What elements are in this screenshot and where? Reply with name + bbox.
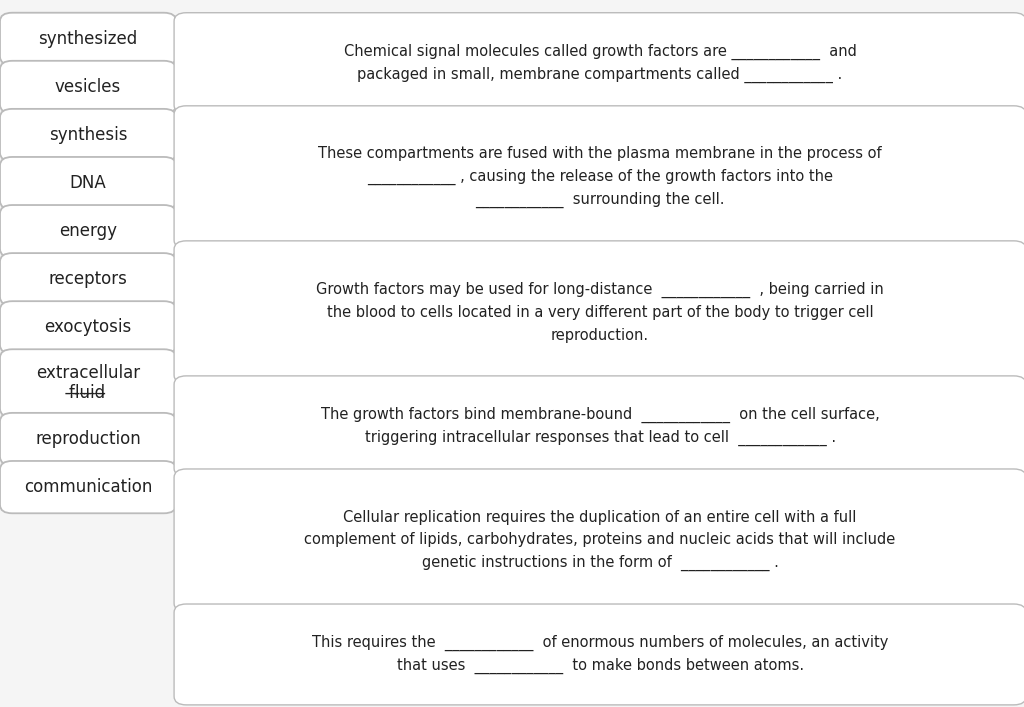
Text: These compartments are fused with the plasma membrane in the process of
________: These compartments are fused with the pl…: [318, 146, 882, 208]
FancyBboxPatch shape: [0, 109, 176, 161]
Text: extracellular: extracellular: [36, 364, 140, 382]
FancyBboxPatch shape: [0, 349, 176, 417]
Text: exocytosis: exocytosis: [44, 318, 132, 337]
Text: receptors: receptors: [48, 270, 128, 288]
Text: synthesized: synthesized: [39, 30, 137, 48]
FancyBboxPatch shape: [174, 13, 1024, 114]
FancyBboxPatch shape: [0, 253, 176, 305]
FancyBboxPatch shape: [0, 205, 176, 257]
Text: vesicles: vesicles: [55, 78, 121, 96]
Text: energy: energy: [59, 222, 117, 240]
FancyBboxPatch shape: [0, 157, 176, 209]
FancyBboxPatch shape: [174, 604, 1024, 705]
Text: communication: communication: [24, 478, 153, 496]
Text: This requires the  ____________  of enormous numbers of molecules, an activity
t: This requires the ____________ of enormo…: [312, 635, 888, 674]
Text: reproduction: reproduction: [35, 430, 141, 448]
FancyBboxPatch shape: [0, 13, 176, 65]
FancyBboxPatch shape: [0, 413, 176, 465]
Text: f̶l̶u̶i̶d̶: f̶l̶u̶i̶d̶: [70, 384, 106, 402]
Text: Growth factors may be used for long-distance  ____________  , being carried in
t: Growth factors may be used for long-dist…: [316, 282, 884, 343]
FancyBboxPatch shape: [174, 241, 1024, 384]
FancyBboxPatch shape: [0, 301, 176, 354]
Text: DNA: DNA: [70, 174, 106, 192]
FancyBboxPatch shape: [174, 376, 1024, 477]
FancyBboxPatch shape: [174, 106, 1024, 249]
Text: Chemical signal molecules called growth factors are ____________  and
packaged i: Chemical signal molecules called growth …: [344, 43, 856, 83]
FancyBboxPatch shape: [0, 461, 176, 513]
Text: synthesis: synthesis: [49, 126, 127, 144]
Text: Cellular replication requires the duplication of an entire cell with a full
comp: Cellular replication requires the duplic…: [304, 510, 896, 571]
Text: The growth factors bind membrane-bound  ____________  on the cell surface,
trigg: The growth factors bind membrane-bound _…: [321, 407, 880, 446]
FancyBboxPatch shape: [0, 61, 176, 113]
FancyBboxPatch shape: [174, 469, 1024, 612]
